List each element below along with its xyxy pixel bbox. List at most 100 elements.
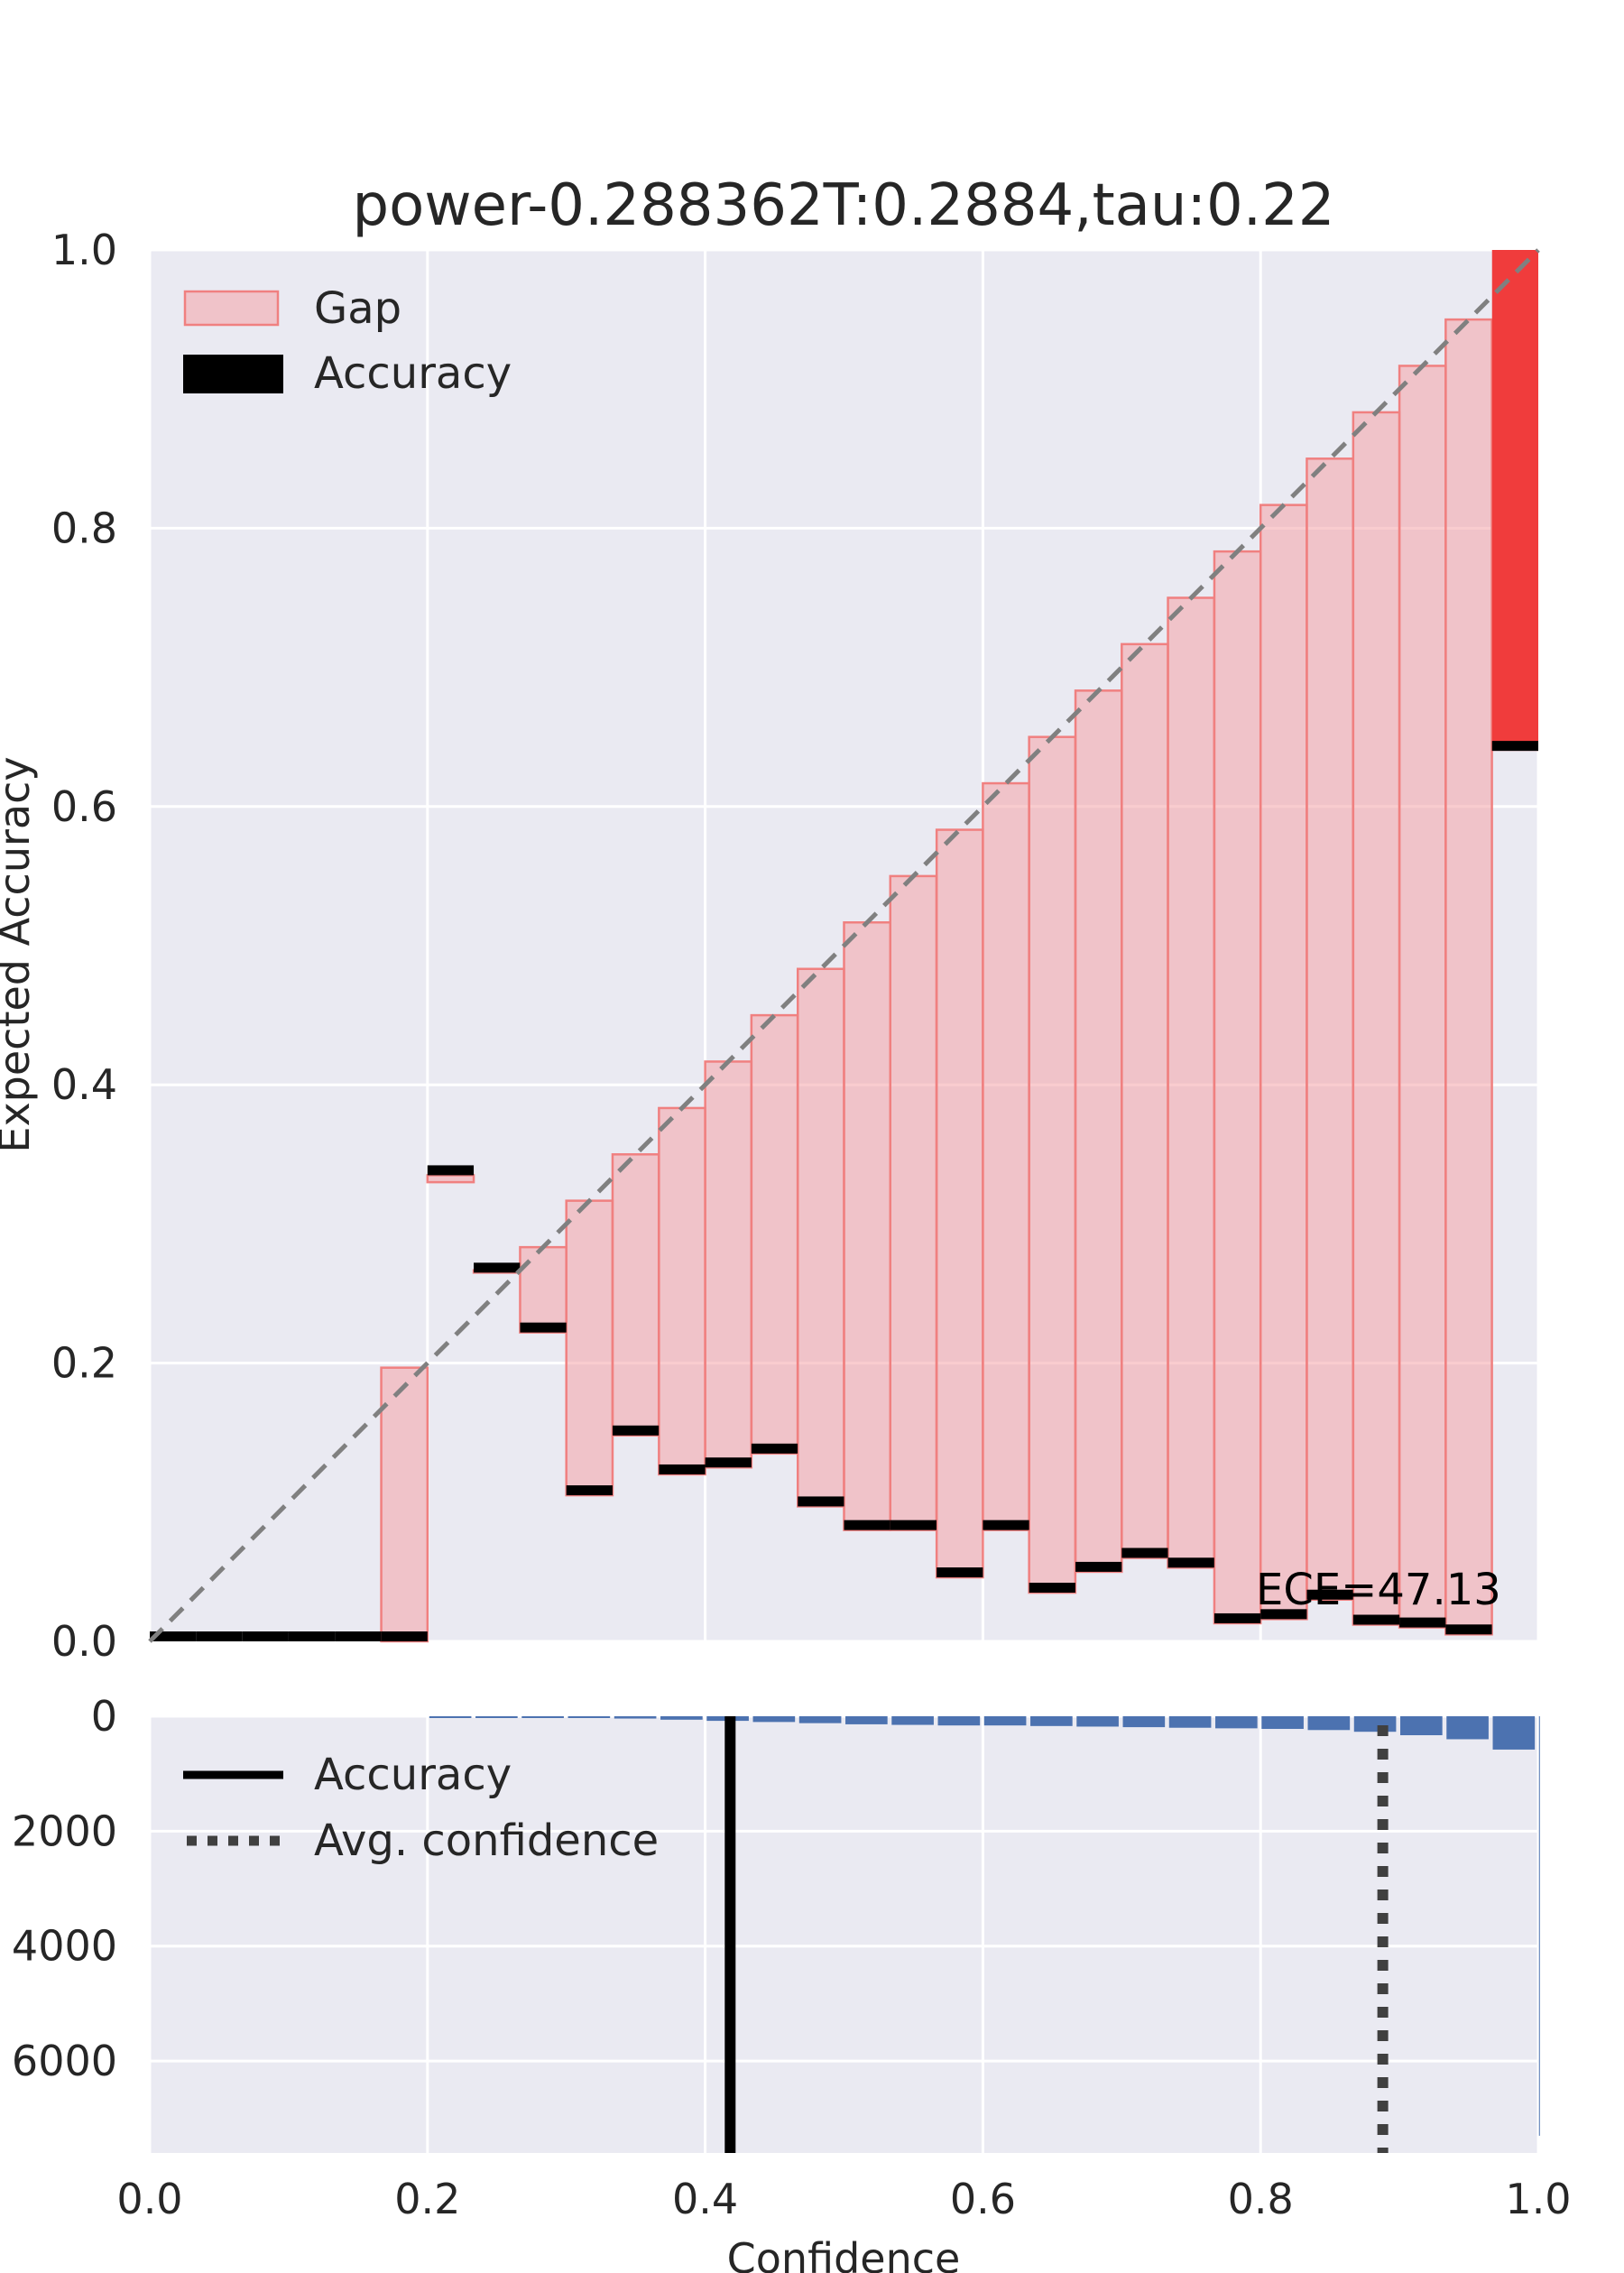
accuracy-bar — [474, 1262, 521, 1273]
accuracy-bar — [1213, 1612, 1261, 1623]
gap-bar — [1352, 411, 1401, 1626]
count-bar — [1446, 1716, 1489, 1740]
legend-accuracy-swatch — [183, 355, 283, 393]
gap-bar — [426, 1174, 475, 1184]
gap-bar — [1259, 504, 1308, 1621]
gap-bar — [519, 1245, 567, 1334]
count-bar — [475, 1716, 518, 1718]
gap-bar — [1444, 318, 1493, 1636]
x-tick-label: 0.4 — [672, 2175, 738, 2223]
count-bar — [1168, 1716, 1212, 1728]
accuracy-bar — [196, 1631, 243, 1641]
accuracy-bar — [751, 1443, 798, 1454]
gap-bar — [935, 828, 984, 1579]
y-tick-label: 2000 — [12, 1806, 117, 1855]
count-bar — [614, 1716, 657, 1719]
gap-bar — [380, 1366, 429, 1643]
x-tick-label: 0.8 — [1228, 2175, 1294, 2223]
gap-bar — [750, 1013, 799, 1455]
y-tick-labels: 0.0 0.2 0.4 0.6 0.8 1.0 — [51, 226, 117, 1666]
gridlines — [148, 1714, 1540, 2153]
gap-bar — [889, 874, 938, 1531]
gap-bar — [1167, 596, 1216, 1569]
legend: Accuracy Avg. confidence — [183, 1750, 659, 1866]
y-tick-label: 0.0 — [51, 1617, 117, 1666]
x-axis-label: Confidence — [727, 2234, 961, 2273]
accuracy-bar — [1399, 1617, 1446, 1628]
gap-bars — [380, 250, 1538, 1643]
accuracy-bar — [705, 1457, 752, 1468]
count-bar — [752, 1716, 796, 1723]
y-tick-label: 6000 — [12, 2037, 117, 2085]
accuracy-bar — [1167, 1557, 1214, 1568]
legend-gap-swatch — [183, 290, 280, 327]
y-tick-label: 0.2 — [51, 1339, 117, 1388]
plot-background — [150, 1716, 1538, 2153]
gap-bar — [1398, 365, 1447, 1629]
count-bar — [1353, 1716, 1397, 1732]
accuracy-bar — [381, 1631, 428, 1641]
y-tick-label: 0 — [91, 1692, 117, 1741]
x-tick-label: 0.0 — [116, 2175, 182, 2223]
gap-bar — [1028, 735, 1077, 1594]
gap-bar — [1491, 250, 1538, 752]
legend-avg-confidence-label: Avg. confidence — [314, 1816, 659, 1866]
accuracy-bar — [844, 1520, 890, 1530]
y-axis-label: Expected Accuracy — [0, 756, 39, 1152]
accuracy-bar — [1260, 1609, 1307, 1620]
accuracy-bar — [659, 1464, 706, 1474]
accuracy-bar — [1121, 1548, 1168, 1558]
legend-accuracy-label: Accuracy — [314, 1750, 512, 1800]
count-bar — [1400, 1716, 1443, 1736]
accuracy-bar — [335, 1631, 382, 1641]
accuracy-bar — [798, 1496, 844, 1507]
count-bar — [1030, 1716, 1073, 1726]
perfect-calibration-line — [148, 248, 1540, 1643]
count-bar — [1492, 1716, 1536, 1750]
accuracy-bar — [566, 1485, 613, 1496]
accuracy-bar — [150, 1631, 197, 1641]
count-bar — [891, 1716, 934, 1725]
y-tick-label: 0.4 — [51, 1060, 117, 1109]
accuracy-bar — [1029, 1583, 1075, 1594]
gap-bar — [797, 967, 845, 1508]
legend-gap-label: Gap — [314, 283, 401, 334]
x-tick-label: 0.2 — [394, 2175, 460, 2223]
accuracy-bar — [983, 1520, 1029, 1530]
gap-bar — [843, 920, 891, 1531]
gap-bar — [982, 781, 1030, 1531]
count-bar — [429, 1716, 472, 1718]
accuracy-bars — [150, 741, 1538, 1641]
x-tick-label: 0.6 — [950, 2175, 1016, 2223]
count-bar — [1538, 1716, 1540, 2136]
count-bar — [798, 1716, 842, 1723]
gap-bar — [1213, 550, 1262, 1625]
gap-bar — [565, 1199, 614, 1497]
gap-bar — [1074, 689, 1123, 1574]
count-bar — [983, 1716, 1027, 1726]
accuracy-bar — [937, 1567, 983, 1578]
accuracy-bar — [1445, 1624, 1492, 1635]
y-tick-labels: 0 2000 4000 6000 — [12, 1692, 117, 2085]
gap-bar — [704, 1060, 753, 1469]
accuracy-bar — [242, 1631, 289, 1641]
count-bar — [660, 1716, 703, 1720]
accuracy-bar — [1352, 1614, 1400, 1625]
reliability-diagram: 0.0 0.2 0.4 0.6 0.8 1.0 power-0.288362T:0.288… — [0, 172, 1540, 1666]
count-bar — [1215, 1716, 1258, 1729]
accuracy-bar — [1491, 741, 1538, 752]
legend: Gap Accuracy — [183, 283, 512, 399]
gap-bar — [1306, 457, 1354, 1601]
confidence-histogram: 0.0 0.2 0.4 0.6 0.8 1.0 0 2000 4000 6000 Confide… — [12, 1692, 1572, 2273]
y-tick-label: 0.6 — [51, 782, 117, 831]
chart-title: power-0.288362T:0.2884,tau:0.22 — [352, 172, 1334, 239]
accuracy-bar — [288, 1631, 336, 1641]
count-bar — [521, 1716, 564, 1718]
accuracy-bar — [1306, 1589, 1353, 1600]
accuracy-bar — [612, 1425, 660, 1436]
ece-annotation: ECE=47.13 — [1256, 1565, 1501, 1615]
gap-bar — [611, 1153, 660, 1437]
legend-accuracy-label: Accuracy — [314, 348, 512, 399]
count-bar — [1307, 1716, 1351, 1731]
